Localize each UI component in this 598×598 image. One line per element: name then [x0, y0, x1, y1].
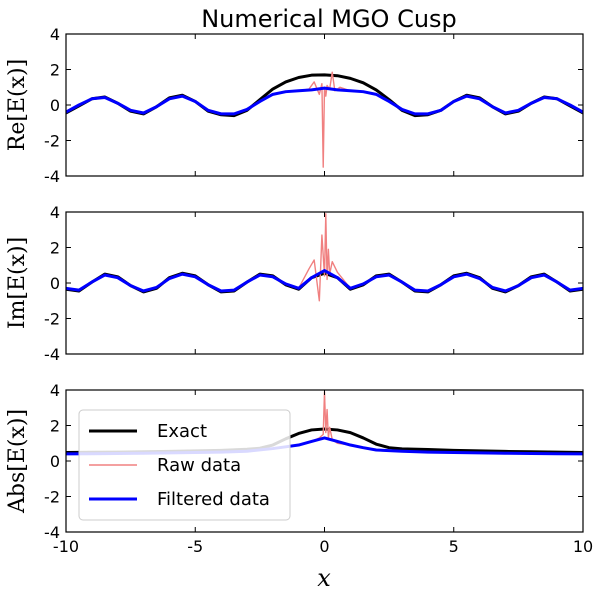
imag-ytick-label: 0 — [50, 274, 60, 293]
abs-ytick-label: -2 — [44, 488, 60, 507]
legend-label-exact: Exact — [157, 421, 207, 442]
abs-ytick-label: 0 — [50, 452, 60, 471]
abs-xtick-label: 0 — [319, 537, 329, 556]
legend-box — [78, 409, 291, 521]
abs-xtick-label: 5 — [449, 537, 459, 556]
imag-ytick-label: 2 — [50, 239, 60, 258]
imag-ytick-label: -4 — [44, 345, 60, 364]
real-y-axis-label: Re[E(x)] — [5, 59, 30, 151]
panel-abs: 4 2 0 -2 -4-10 -5 0 5 10 Abs[E(x)] Exact Raw data Fi… — [5, 381, 593, 556]
legend-label-filtered-data: Filtered data — [157, 489, 270, 510]
imag-ytick-label: -2 — [44, 310, 60, 329]
abs-ytick-label: 4 — [50, 381, 60, 400]
x-axis-label: x — [317, 564, 331, 592]
imag-y-axis-label: Im[E(x)] — [5, 237, 30, 329]
abs-y-axis-label: Abs[E(x)] — [5, 409, 30, 514]
panel-imag: 4 2 0 -2 -4 Im[E(x)] — [5, 203, 584, 364]
imag-axes-frame — [65, 211, 584, 355]
panel-real: 4 2 0 -2 -4 Re[E(x)] — [5, 25, 584, 186]
abs-xtick-label: 10 — [573, 537, 593, 556]
real-ytick-label: 0 — [50, 96, 60, 115]
real-ytick-label: -4 — [44, 167, 60, 186]
real-series-raw-data — [66, 71, 583, 168]
real-series-filtered-data — [66, 86, 583, 116]
imag-ytick-label: 4 — [50, 203, 60, 222]
real-ytick-label: -2 — [44, 132, 60, 151]
imag-series-raw-data — [66, 213, 583, 302]
real-ytick-label: 2 — [50, 61, 60, 80]
abs-xtick-label: -10 — [53, 537, 79, 556]
real-ytick-label: 4 — [50, 25, 60, 44]
abs-ytick-label: 2 — [50, 417, 60, 436]
legend: Exact Raw data Filtered data — [78, 409, 291, 521]
legend-label-raw-data: Raw data — [157, 455, 241, 476]
real-series-group — [66, 71, 583, 168]
abs-ytick-label: -4 — [44, 523, 60, 542]
imag-series-filtered-data — [66, 269, 583, 293]
abs-xtick-label: -5 — [187, 537, 203, 556]
figure-title: Numerical MGO Cusp — [201, 5, 457, 33]
imag-series-group — [66, 213, 583, 302]
